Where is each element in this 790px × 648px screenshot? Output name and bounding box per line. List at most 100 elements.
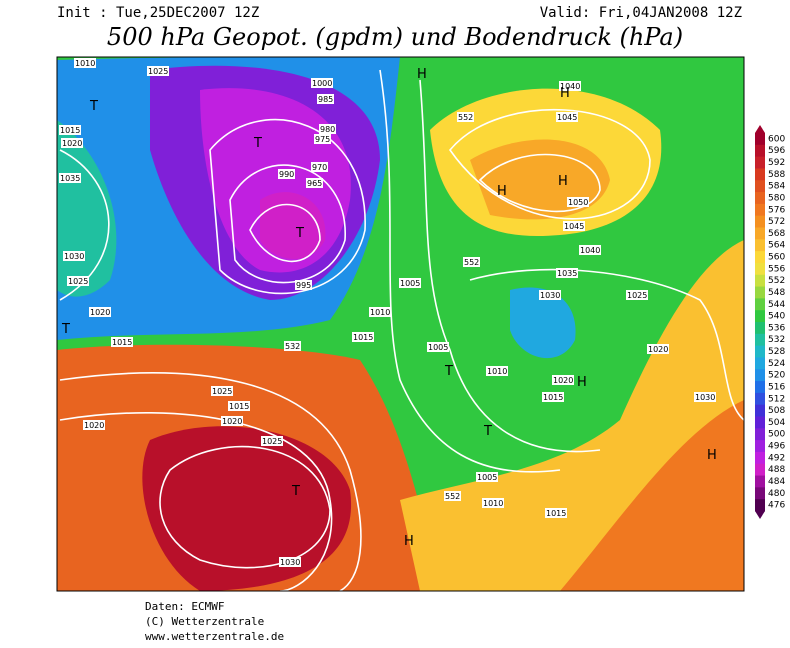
label-box	[306, 178, 323, 188]
isobar-label: 970	[312, 163, 327, 172]
isobar-label: 1005	[428, 343, 448, 352]
label-box	[556, 112, 578, 122]
colorbar-label: 516	[768, 382, 785, 392]
pressure-center: T	[89, 99, 98, 114]
label-box	[278, 169, 295, 179]
colorbar-label: 532	[768, 335, 785, 345]
label-box	[694, 392, 716, 402]
label-box	[647, 344, 669, 354]
isobar-label: 1015	[543, 393, 563, 402]
map-field	[57, 57, 744, 591]
isobar-label: 985	[318, 95, 333, 104]
colorbar-swatch	[755, 262, 765, 276]
isobar-label: 990	[279, 170, 294, 179]
isobar-label: 1025	[262, 437, 282, 446]
isobar-labels: 1010 1025 1015 1020 1035 1030 1025 1020 1015 1000…	[59, 58, 717, 567]
isobar-label: 1030	[695, 393, 715, 402]
isobar-label: 975	[315, 135, 330, 144]
colorbar-swatch	[755, 168, 765, 181]
colorbar-label: 480	[768, 489, 785, 499]
colorbar-swatch	[755, 369, 765, 382]
colorbar-swatch	[755, 487, 765, 500]
colorbar-label: 500	[768, 430, 785, 440]
colorbar-tip	[755, 125, 765, 133]
valid-time: Valid: Fri,04JAN2008 12Z	[540, 5, 742, 21]
colorbar-swatch	[755, 322, 765, 335]
isobar-label: 1020	[222, 417, 242, 426]
colorbar-label: 580	[768, 193, 785, 203]
colorbar-swatch	[755, 203, 765, 217]
isobar-label: 980	[320, 125, 335, 134]
label-box	[317, 94, 334, 104]
pressure-center: H	[404, 534, 414, 549]
isobar-label: 1030	[540, 291, 560, 300]
colorbar-label: 488	[768, 465, 785, 475]
label-box	[59, 125, 81, 135]
isobar-label: 1030	[64, 252, 84, 261]
isobar-label: 1015	[60, 126, 80, 135]
colorbar-swatch	[755, 463, 765, 477]
colorbar-label: 552	[768, 276, 785, 286]
label-box	[284, 341, 301, 351]
label-box	[211, 386, 233, 396]
label-box	[539, 290, 561, 300]
isobar-label: 1035	[557, 269, 577, 278]
label-box	[427, 342, 449, 352]
isobar-label: 1015	[112, 338, 132, 347]
colorbar-label: 556	[768, 264, 785, 274]
isobar-label: 1020	[84, 421, 104, 430]
footer-line: (C) Wetterzentrale	[145, 615, 264, 628]
isobar-label: 1035	[60, 174, 80, 183]
label-box	[567, 197, 589, 207]
colorbar-label: 568	[768, 229, 785, 239]
colorbar-swatch	[755, 416, 765, 429]
isobar-label: 1025	[627, 291, 647, 300]
label-box	[67, 276, 89, 286]
pressure-center: H	[558, 174, 568, 189]
colorbar-label: 528	[768, 347, 785, 357]
colorbar-label: 588	[768, 170, 785, 180]
colorbar-swatch	[755, 227, 765, 240]
colorbar-label: 504	[768, 418, 785, 428]
isobar-label: 1020	[553, 376, 573, 385]
colorbar-swatch	[755, 239, 765, 252]
label-box	[399, 278, 421, 288]
isobar-label: 965	[307, 179, 322, 188]
label-box	[59, 173, 81, 183]
label-box	[311, 162, 328, 172]
isobar-label: 552	[445, 492, 460, 501]
colorbar-swatch	[755, 274, 765, 288]
colorbar-label: 576	[768, 205, 785, 215]
label-box	[61, 138, 83, 148]
label-box	[311, 78, 333, 88]
label-box	[319, 124, 336, 134]
colorbar-swatch	[755, 192, 765, 205]
isobar-label: 1015	[229, 402, 249, 411]
colorbar-label: 596	[768, 146, 785, 156]
isobar-label: 1025	[68, 277, 88, 286]
pressure-center: T	[61, 322, 70, 337]
colorbar-label: 508	[768, 406, 785, 416]
colorbar-label: 492	[768, 453, 785, 463]
label-box	[556, 268, 578, 278]
colorbar-swatch	[755, 357, 765, 370]
colorbar-label: 540	[768, 312, 785, 322]
isobar-label: 1045	[557, 113, 577, 122]
label-box	[463, 257, 480, 267]
label-box	[369, 307, 391, 317]
isobar-label: 1010	[75, 59, 95, 68]
map-frame	[56, 56, 745, 592]
isobar-label: 552	[458, 113, 473, 122]
label-box	[295, 280, 312, 290]
label-box	[552, 375, 574, 385]
pressure-center: T	[253, 136, 262, 151]
isobar-label: 532	[285, 342, 300, 351]
label-box	[228, 401, 250, 411]
colorbar-label: 548	[768, 288, 785, 298]
colorbar-label: 572	[768, 217, 785, 227]
pressure-center: H	[577, 375, 587, 390]
pressure-center: H	[560, 86, 570, 101]
colorbar-swatch	[755, 440, 765, 453]
colorbar-swatch	[755, 251, 765, 264]
pressure-center: H	[707, 448, 717, 463]
